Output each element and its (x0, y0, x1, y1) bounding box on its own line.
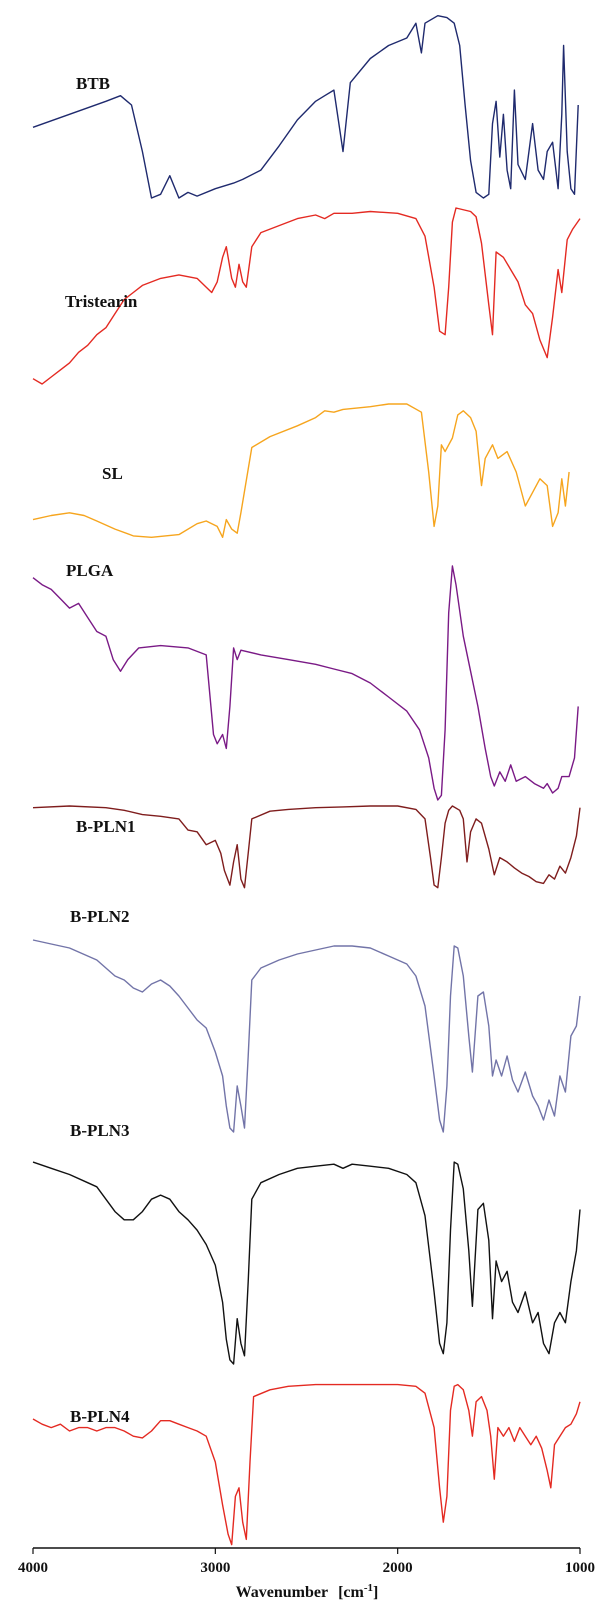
x-tick-label-4000: 4000 (18, 1560, 48, 1576)
spectrum-line-b-pln1 (32, 805, 581, 889)
spectrum-line-b-pln4 (32, 1383, 581, 1546)
x-tick-label-3000: 3000 (200, 1560, 230, 1576)
series-label-b-pln1: B-PLN1 (76, 817, 136, 836)
spectrum-line-sl (32, 403, 570, 538)
x-tick-label-1000: 1000 (565, 1560, 595, 1576)
series-labels: BTB Tristearin SL PLGA B-PLN1 B-PLN2 B-PLN3 B-P… (65, 74, 138, 1426)
x-axis-ticks: 4000 3000 2000 1000 (18, 1548, 595, 1576)
series-label-b-pln2: B-PLN2 (70, 907, 130, 926)
series-label-plga: PLGA (66, 561, 114, 580)
spectrum-line-b-pln3 (32, 1161, 581, 1365)
spectrum-line-btb (32, 15, 579, 199)
x-axis-label-main: Wavenumber (236, 1584, 328, 1601)
series-label-btb: BTB (76, 74, 110, 93)
x-tick-label-2000: 2000 (383, 1560, 413, 1576)
x-axis-label-unit-open: [cm (338, 1584, 364, 1601)
spectra-traces (32, 15, 581, 1546)
x-axis-label-unit-close: ] (373, 1584, 378, 1601)
spectrum-line-b-pln2 (32, 939, 581, 1133)
series-label-b-pln4: B-PLN4 (70, 1407, 130, 1426)
series-label-sl: SL (102, 464, 123, 483)
series-label-b-pln3: B-PLN3 (70, 1121, 130, 1140)
spectrum-line-plga (32, 565, 579, 801)
spectrum-line-tristearin (32, 207, 581, 385)
series-label-tristearin: Tristearin (65, 292, 138, 311)
x-axis-label-unit-sup: -1 (364, 1582, 373, 1594)
x-axis-label: Wavenumber [cm-1] (236, 1582, 379, 1601)
